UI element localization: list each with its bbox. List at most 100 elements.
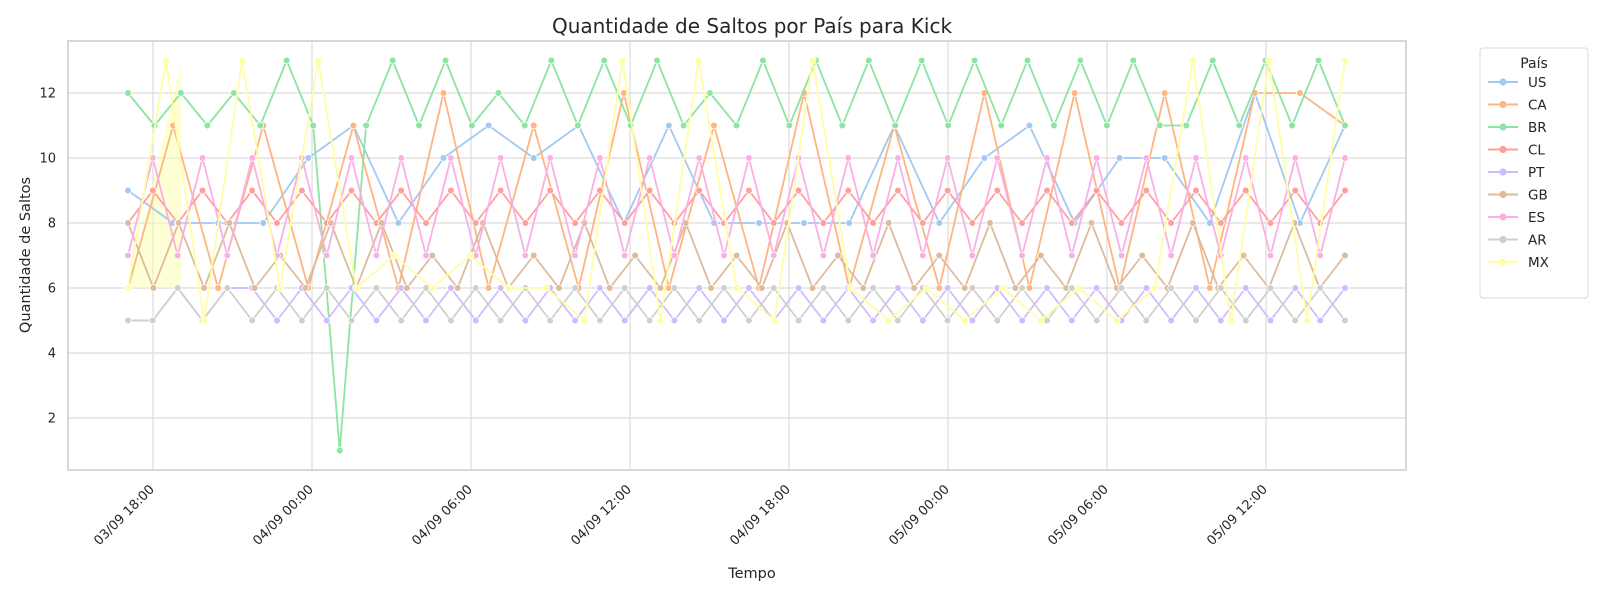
data-point-br bbox=[573, 121, 582, 130]
data-point-ca bbox=[439, 89, 448, 97]
data-point-br bbox=[944, 121, 952, 130]
data-point-es bbox=[1341, 154, 1349, 162]
data-point-ar bbox=[1167, 284, 1175, 292]
data-point-es bbox=[1117, 251, 1126, 260]
data-point-pt bbox=[1192, 284, 1200, 292]
data-point-gb bbox=[631, 251, 639, 260]
data-point-ca bbox=[1025, 284, 1034, 292]
data-point-cl bbox=[198, 186, 207, 195]
series-br bbox=[124, 56, 1349, 455]
data-point-ar bbox=[1316, 284, 1324, 292]
series-us bbox=[124, 89, 1349, 227]
data-point-es bbox=[1316, 251, 1324, 260]
data-point-es bbox=[173, 251, 182, 260]
data-point-es bbox=[1167, 251, 1175, 260]
data-point-br bbox=[1129, 56, 1138, 65]
data-point-es bbox=[993, 154, 1002, 162]
data-point-pt bbox=[720, 316, 728, 325]
data-point-pt bbox=[1167, 316, 1175, 325]
data-point-gb bbox=[555, 284, 563, 292]
data-point-cl bbox=[1192, 186, 1200, 195]
data-point-ar bbox=[869, 284, 877, 292]
legend-label-ca: CA bbox=[1528, 98, 1547, 114]
x-tick-label: 03/09 18:00 bbox=[91, 482, 158, 549]
legend-marker-ar bbox=[1499, 235, 1507, 244]
data-point-ar bbox=[645, 316, 654, 325]
data-point-ar bbox=[943, 316, 952, 325]
data-point-br bbox=[177, 89, 185, 97]
data-point-ar bbox=[894, 316, 902, 325]
data-point-us bbox=[1115, 154, 1124, 162]
data-point-gb bbox=[834, 251, 842, 260]
data-point-pt bbox=[1142, 284, 1151, 292]
y-tick-label: 10 bbox=[39, 152, 56, 167]
legend-label-br: BR bbox=[1528, 120, 1547, 136]
data-point-ar bbox=[447, 316, 455, 325]
data-point-cl bbox=[1266, 219, 1275, 227]
data-point-pt bbox=[1316, 316, 1324, 325]
data-point-pt bbox=[1266, 316, 1275, 325]
chart-title: Quantidade de Saltos por País para Kick bbox=[552, 14, 952, 38]
y-tick-label: 8 bbox=[48, 217, 56, 232]
data-point-ar bbox=[372, 284, 381, 292]
data-point-ar bbox=[1117, 284, 1126, 292]
data-point-mx bbox=[998, 284, 1007, 292]
data-point-es bbox=[695, 154, 703, 162]
data-point-mx bbox=[884, 316, 893, 325]
data-point-cl bbox=[471, 219, 480, 227]
data-point-br bbox=[785, 121, 794, 130]
data-point-ca bbox=[214, 284, 222, 292]
data-point-br bbox=[1050, 121, 1058, 130]
data-point-br bbox=[388, 56, 397, 65]
legend-marker-es bbox=[1499, 213, 1507, 221]
data-point-gb bbox=[935, 251, 944, 260]
x-tick-label: 04/09 00:00 bbox=[250, 482, 317, 549]
data-point-br bbox=[256, 121, 265, 130]
data-point-es bbox=[869, 251, 877, 260]
data-point-us bbox=[124, 186, 132, 195]
data-point-mx bbox=[1037, 316, 1045, 325]
data-point-cl bbox=[248, 186, 257, 195]
x-axis-label: Tempo bbox=[727, 566, 776, 582]
data-point-br bbox=[309, 121, 318, 130]
data-point-gb bbox=[149, 284, 158, 292]
data-point-pt bbox=[620, 316, 629, 325]
data-point-cl bbox=[1117, 219, 1126, 227]
data-point-pt bbox=[894, 284, 902, 292]
data-point-es bbox=[943, 154, 952, 162]
data-point-gb bbox=[326, 219, 335, 227]
data-point-es bbox=[720, 251, 728, 260]
data-point-pt bbox=[447, 284, 455, 292]
data-point-pt bbox=[670, 316, 679, 325]
data-point-cl bbox=[273, 219, 281, 227]
y-tick-label: 12 bbox=[39, 87, 56, 102]
data-point-br bbox=[970, 56, 979, 65]
plot-frame bbox=[67, 40, 1407, 471]
legend-marker-us bbox=[1499, 78, 1507, 86]
data-point-mx bbox=[124, 284, 132, 292]
data-point-mx bbox=[960, 316, 969, 325]
data-point-gb bbox=[301, 284, 310, 292]
x-tick-label: 04/09 12:00 bbox=[568, 482, 635, 549]
data-point-ca bbox=[935, 284, 944, 292]
data-point-br bbox=[441, 56, 450, 65]
data-point-mx bbox=[1189, 56, 1197, 65]
data-point-ar bbox=[745, 316, 753, 325]
data-point-mx bbox=[466, 251, 475, 260]
data-point-ar bbox=[968, 284, 977, 292]
data-point-ar bbox=[347, 316, 356, 325]
data-point-mx bbox=[504, 284, 513, 292]
data-point-br bbox=[203, 121, 212, 130]
data-point-es bbox=[620, 251, 629, 260]
data-point-es bbox=[347, 154, 356, 162]
data-point-pt bbox=[745, 284, 753, 292]
data-point-cl bbox=[298, 186, 306, 195]
data-point-br bbox=[838, 121, 847, 130]
data-point-gb bbox=[1037, 251, 1045, 260]
data-point-pt bbox=[1043, 284, 1051, 292]
data-point-ar bbox=[1291, 316, 1300, 325]
data-point-mx bbox=[922, 284, 931, 292]
data-point-pt bbox=[794, 284, 803, 292]
data-point-gb bbox=[808, 284, 817, 292]
data-point-ca bbox=[710, 121, 718, 130]
